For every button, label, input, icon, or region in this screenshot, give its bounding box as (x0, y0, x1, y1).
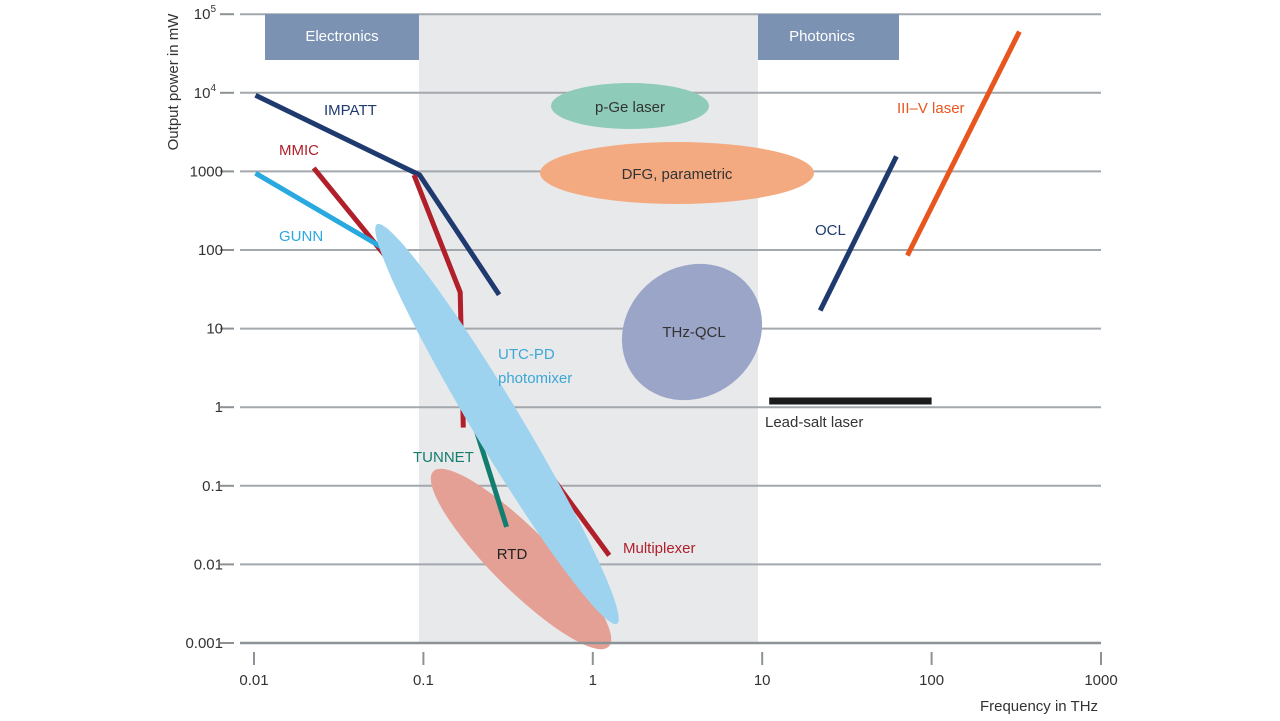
x-axis-title: Frequency in THz (980, 698, 1098, 715)
region-label-photonics: Photonics (758, 14, 899, 60)
label-utc-pd: UTC-PD (498, 346, 555, 363)
y-tick-label: 0.01 (194, 556, 223, 573)
y-tick-label: 1 (215, 399, 223, 416)
series-iii-v-laser (905, 30, 1022, 257)
y-tick-label: 10 (206, 321, 223, 338)
x-tick-label: 10 (754, 672, 771, 689)
axes: 0.001 0.01 0.1 1 10 100 1000 104 105 0.01 0.1 1 10 10… (185, 4, 1117, 689)
x-tick-label: 1 (589, 672, 597, 689)
photonics-label: Photonics (789, 28, 855, 45)
y-tick-label: 0.001 (185, 635, 223, 652)
label-iii-v-laser: III–V laser (897, 100, 965, 117)
ellipse-utc-pd-photomixer (375, 223, 619, 625)
ellipse-p-ge-laser (551, 83, 709, 129)
label-dfg-parametric: DFG, parametric (622, 166, 733, 183)
series-lines (254, 30, 1022, 557)
label-tunnet: TUNNET (413, 449, 474, 466)
label-photomixer: photomixer (498, 370, 572, 387)
y-tick-label: 1000 (190, 163, 223, 180)
label-multiplexer: Multiplexer (623, 540, 696, 557)
label-mmic: MMIC (279, 142, 319, 159)
label-gunn: GUNN (279, 228, 323, 245)
y-tick-label: 0.1 (202, 478, 223, 495)
label-impatt: IMPATT (324, 102, 377, 119)
ellipse-rtd (430, 468, 612, 650)
y-axis-title: Output power in mW (165, 13, 182, 151)
region-label-electronics: Electronics (265, 14, 419, 60)
electronics-label: Electronics (305, 28, 378, 45)
series-gunn (254, 171, 405, 262)
y-tick-label: 105 (194, 4, 217, 23)
label-thz-qcl: THz-QCL (662, 324, 725, 341)
label-lead-salt-laser: Lead-salt laser (765, 414, 863, 431)
y-tick-label: 100 (198, 242, 223, 259)
label-ocl: OCL (815, 222, 846, 239)
label-rtd: RTD (497, 546, 528, 563)
x-tick-label: 0.01 (239, 672, 268, 689)
ellipse-dfg-parametric (540, 142, 814, 204)
x-tick-label: 100 (919, 672, 944, 689)
label-p-ge-laser: p-Ge laser (595, 99, 665, 116)
x-tick-label: 1000 (1084, 672, 1117, 689)
y-tick-label: 104 (194, 83, 217, 102)
x-tick-label: 0.1 (413, 672, 434, 689)
series-impatt (254, 93, 502, 297)
series-ocl (817, 155, 899, 312)
ellipse-thz-qcl (621, 263, 763, 401)
